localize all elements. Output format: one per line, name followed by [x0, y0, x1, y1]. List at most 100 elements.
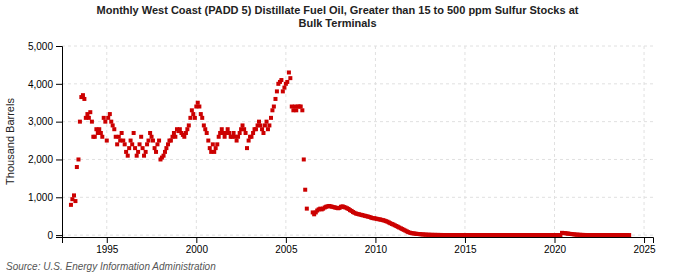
point [245, 146, 249, 150]
point [272, 105, 276, 109]
point [153, 146, 157, 150]
point [251, 131, 255, 135]
point [184, 131, 188, 135]
point [136, 150, 140, 154]
point [130, 142, 134, 146]
point [106, 116, 110, 120]
point [299, 105, 303, 109]
grid-line-y [62, 121, 653, 122]
tick-mark [555, 237, 556, 243]
point [244, 131, 248, 135]
point [108, 112, 112, 116]
tick-label: 2,000 [28, 154, 53, 165]
tick: 1995 [96, 237, 119, 255]
grid-line-y [62, 159, 653, 160]
tick: 4,000 [28, 79, 62, 90]
tick-mark [56, 235, 62, 236]
title-line: Bulk Terminals [298, 17, 376, 29]
point [279, 78, 283, 82]
tick-mark [107, 237, 108, 243]
plot: 199520002005201020152020202501,0002,0003… [28, 41, 656, 255]
tick-mark [644, 237, 645, 243]
point [269, 116, 273, 120]
point [190, 108, 194, 112]
grid-line-y [62, 83, 653, 84]
point [126, 154, 130, 158]
point [138, 142, 142, 146]
tick-mark [56, 122, 62, 123]
point [121, 139, 125, 143]
point [142, 154, 146, 158]
point [151, 139, 155, 143]
point [124, 150, 128, 154]
tick-mark [56, 84, 62, 85]
point [287, 70, 291, 74]
tick-label: 5,000 [28, 41, 53, 52]
tick: 1,000 [28, 192, 62, 203]
point [88, 110, 92, 114]
tick: 2000 [186, 237, 209, 255]
point [305, 207, 309, 211]
point [211, 142, 215, 146]
point [150, 135, 154, 139]
point [157, 139, 161, 143]
point [281, 89, 285, 93]
point [247, 139, 251, 143]
point [205, 131, 209, 135]
point [73, 199, 77, 203]
point [285, 80, 289, 84]
y-axis-label: Thousand Barrels [4, 98, 16, 185]
point [261, 131, 265, 135]
point [302, 157, 306, 161]
tick-mark [375, 237, 376, 243]
point [254, 127, 258, 131]
point [129, 139, 133, 143]
point [265, 120, 269, 124]
point [203, 127, 207, 131]
tick: 2025 [633, 237, 656, 255]
point [147, 139, 151, 143]
point [260, 127, 264, 131]
point [82, 97, 86, 101]
tick-label: 3,000 [28, 116, 53, 127]
grid-line-x [644, 46, 645, 237]
point [164, 146, 168, 150]
tick-label: 2005 [275, 244, 298, 255]
tick-mark [56, 46, 62, 47]
point [200, 116, 204, 120]
tick: 2010 [365, 237, 388, 255]
point [141, 146, 145, 150]
point [127, 146, 131, 150]
point [249, 135, 253, 139]
point [217, 135, 221, 139]
point [206, 139, 210, 143]
point [627, 233, 631, 237]
tick-label: 2025 [633, 244, 656, 255]
point [303, 188, 307, 192]
point [294, 108, 298, 112]
x-axis: 1995200020052010201520202025 [63, 237, 657, 255]
point [196, 101, 200, 105]
point [87, 116, 91, 120]
point [90, 120, 94, 124]
point [72, 193, 76, 197]
point [232, 131, 236, 135]
tick-label: 1,000 [28, 192, 53, 203]
point [93, 135, 97, 139]
point [273, 97, 277, 101]
point [266, 127, 270, 131]
point [135, 154, 139, 158]
point [154, 150, 158, 154]
y-axis: 01,0002,0003,0004,0005,000 [28, 41, 63, 241]
tick: 3,000 [28, 116, 62, 127]
tick: 2,000 [28, 154, 62, 165]
tick-label: 2010 [365, 244, 388, 255]
point [97, 127, 101, 131]
point [300, 108, 304, 112]
grid-line-x [285, 46, 286, 237]
point [120, 131, 124, 135]
tick-label: 2020 [544, 244, 567, 255]
tick-mark [56, 159, 62, 160]
point [185, 127, 189, 131]
point [155, 142, 159, 146]
